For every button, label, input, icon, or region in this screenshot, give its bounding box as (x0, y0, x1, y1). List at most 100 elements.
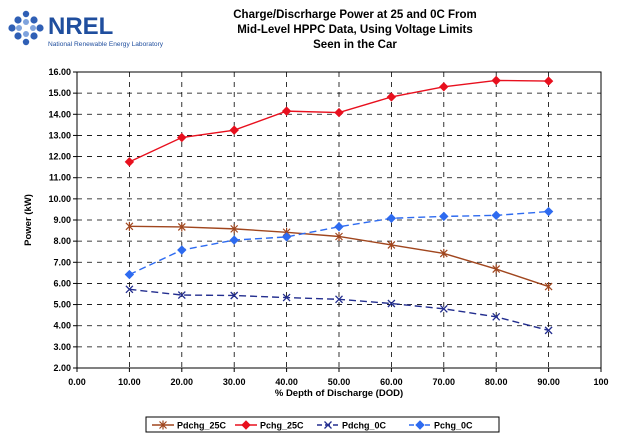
data-point-pdchg-25c-shape (177, 222, 186, 232)
data-point-pchg-25c-shape (229, 125, 239, 135)
data-point-pdchg-0c (492, 312, 501, 321)
data-point-pchg-25c (491, 75, 501, 86)
x-tick-label: 40.00 (275, 377, 298, 387)
data-point-pchg-0c (439, 211, 449, 222)
data-point-pchg-0c-shape (386, 213, 397, 224)
data-point-pchg-0c (281, 232, 292, 242)
data-point-pdchg-25c (335, 231, 343, 241)
data-point-pchg-25c-shape (386, 92, 397, 102)
y-tick-label: 10.00 (48, 194, 71, 204)
x-tick-label: 50.00 (328, 377, 351, 387)
data-point-pdchg-25c (544, 282, 553, 292)
data-point-pdchg-25c-shape (439, 248, 448, 258)
x-tick-label: 30.00 (223, 377, 246, 387)
y-tick-label: 16.00 (48, 67, 71, 77)
data-point-pchg-25c-shape (124, 157, 135, 167)
x-tick-label: 70.00 (433, 377, 456, 387)
data-point-pdchg-25c (177, 222, 186, 232)
data-point-pdchg-25c (125, 221, 134, 231)
y-tick-label: 9.00 (53, 215, 71, 225)
chart-title-line-3: Seen in the Car (313, 39, 397, 51)
data-point-pchg-0c (386, 213, 397, 224)
legend-label-pchg-0c: Pchg_0C (434, 421, 473, 431)
data-point-pdchg-25c-shape (492, 264, 501, 274)
data-point-pchg-0c-shape (281, 232, 292, 242)
y-tick-label: 6.00 (53, 278, 71, 288)
data-point-pchg-0c (334, 222, 344, 232)
x-tick-label: 10.00 (118, 377, 141, 387)
y-tick-label: 13.00 (48, 130, 71, 140)
nrel-tagline: National Renewable Energy Laboratory (48, 41, 164, 48)
data-point-pdchg-0c-shape (177, 291, 186, 300)
y-tick-label: 5.00 (53, 300, 71, 310)
data-point-pchg-25c (543, 76, 554, 86)
y-tick-label: 15.00 (48, 88, 71, 98)
x-tick-label: 100 (593, 377, 608, 387)
nrel-wordmark: NREL (48, 13, 113, 40)
data-point-pdchg-25c-shape (544, 282, 553, 292)
data-point-pdchg-25c (492, 264, 501, 274)
data-point-pdchg-0c-shape (125, 285, 134, 294)
nrel-logo: NREL National Renewable Energy Laborator… (8, 10, 164, 48)
data-point-pchg-25c (281, 106, 292, 116)
legend-marker-pdchg-25c (159, 420, 167, 430)
legend-marker-pdchg-25c-shape (159, 420, 167, 430)
data-point-pdchg-0c-shape (439, 304, 448, 313)
x-tick-label: 60.00 (380, 377, 403, 387)
legend-marker-pdchg-0c-shape (324, 421, 332, 429)
legend-marker-pchg-25c-shape (241, 420, 251, 430)
legend-marker-pchg-0c-shape (415, 420, 425, 430)
legend-marker-pchg-0c (415, 420, 425, 430)
x-tick-label: 80.00 (485, 377, 508, 387)
y-tick-label: 3.00 (53, 342, 71, 352)
legend-label-pdchg-0c: Pdchg_0C (342, 421, 387, 431)
chart-title-line-1: Charge/Discrharge Power at 25 and 0C Fro… (233, 9, 477, 21)
legend-marker-pdchg-0c (324, 421, 332, 429)
data-point-pchg-25c-shape (543, 76, 554, 86)
data-point-pchg-0c-shape (334, 222, 344, 232)
data-point-pdchg-0c-shape (544, 326, 553, 335)
data-point-pchg-0c-shape (543, 206, 554, 217)
data-point-pchg-25c-shape (334, 107, 344, 118)
y-tick-label: 2.00 (53, 363, 71, 373)
legend: Pdchg_25C Pchg_25C Pdchg_0C Pchg_0C (145, 416, 500, 433)
data-point-pchg-0c (491, 210, 501, 221)
data-point-pchg-25c (177, 132, 187, 143)
y-tick-label: 4.00 (53, 321, 71, 331)
chart-title-line-2: Mid-Level HPPC Data, Using Voltage Limit… (237, 24, 473, 36)
data-point-pchg-25c-shape (177, 132, 187, 143)
data-point-pdchg-25c (387, 240, 396, 250)
x-tick-label: 20.00 (171, 377, 194, 387)
data-point-pdchg-0c-shape (282, 293, 291, 302)
legend-label-pchg-25c: Pchg_25C (260, 421, 304, 431)
data-point-pdchg-0c-shape (387, 299, 396, 308)
data-point-pdchg-0c (335, 295, 343, 304)
data-point-pchg-25c-shape (491, 75, 501, 86)
legend-label-pdchg-25c: Pdchg_25C (177, 421, 227, 431)
data-point-pchg-25c (439, 82, 449, 92)
x-tick-label: 90.00 (537, 377, 560, 387)
data-point-pchg-0c-shape (177, 245, 187, 255)
data-point-pchg-25c (334, 107, 344, 118)
data-point-pchg-25c-shape (281, 106, 292, 116)
nrel-diamond-icon (8, 10, 44, 46)
data-point-pchg-25c-shape (439, 82, 449, 92)
data-point-pdchg-0c (544, 326, 553, 335)
data-point-pdchg-0c (387, 299, 396, 308)
y-tick-label: 14.00 (48, 109, 71, 119)
chart-title: Charge/Discrharge Power at 25 and 0C Fro… (200, 8, 510, 53)
x-tick-label: 0.00 (68, 377, 86, 387)
data-point-pdchg-0c (177, 291, 186, 300)
data-point-pdchg-0c (125, 285, 134, 294)
data-point-pchg-0c-shape (491, 210, 501, 221)
data-point-pdchg-25c (230, 224, 239, 234)
data-point-pdchg-25c-shape (387, 240, 396, 250)
data-point-pchg-25c (229, 125, 239, 135)
plot-area-border (76, 71, 602, 369)
data-point-pdchg-0c-shape (492, 312, 501, 321)
data-point-pchg-0c-shape (229, 235, 239, 245)
series-line-pchg-0c (129, 210, 549, 276)
y-tick-label: 8.00 (53, 236, 71, 246)
data-point-pdchg-0c (439, 304, 448, 313)
